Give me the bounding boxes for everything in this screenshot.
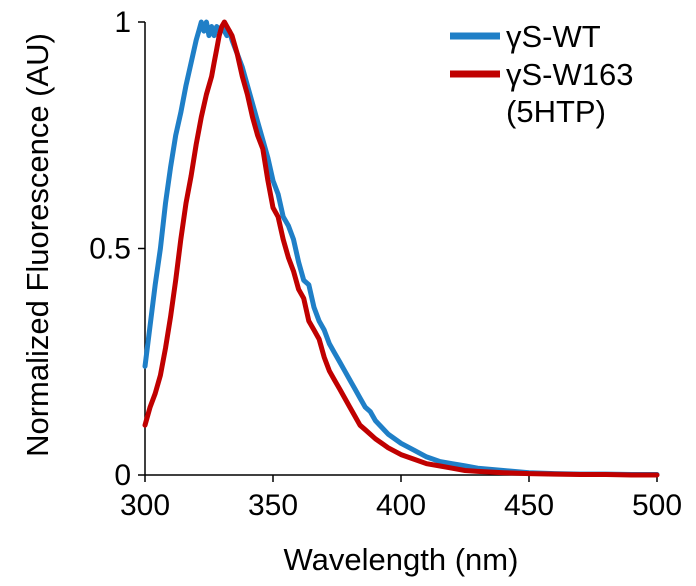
x-ticks: 300 350 400 450 500 [120, 475, 682, 522]
y-axis-title: Normalized Fluorescence (AU) [20, 33, 55, 457]
x-tick-label: 400 [376, 489, 426, 522]
x-axis-title: Wavelength (nm) [284, 542, 519, 577]
y-tick-label: 0.5 [89, 233, 131, 266]
legend-label-w163-line2: (5HTP) [506, 94, 606, 129]
legend: γS-WT γS-W163 (5HTP) [450, 19, 633, 129]
y-ticks: 00.51 [89, 6, 145, 492]
x-tick-label: 300 [120, 489, 170, 522]
plot-lines [142, 19, 660, 478]
axes: 00.51 300 350 400 450 500 [89, 6, 682, 522]
series-line-w163 [142, 19, 660, 478]
series-line-wt [142, 19, 660, 477]
legend-label-w163: γS-W163 [506, 57, 633, 92]
y-tick-label: 1 [114, 6, 131, 39]
x-tick-label: 450 [504, 489, 554, 522]
legend-label-wt: γS-WT [506, 19, 601, 54]
x-tick-label: 350 [248, 489, 298, 522]
y-tick-label: 0 [114, 459, 131, 492]
x-tick-label: 500 [632, 489, 682, 522]
